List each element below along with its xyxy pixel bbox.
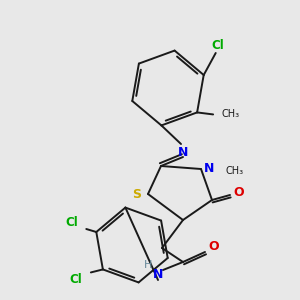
Text: N: N: [178, 146, 188, 158]
Text: O: O: [234, 187, 244, 200]
Text: N: N: [153, 268, 163, 281]
Text: S: S: [133, 188, 142, 200]
Text: H: H: [144, 260, 152, 270]
Text: Cl: Cl: [65, 215, 78, 229]
Text: CH₃: CH₃: [221, 110, 239, 119]
Text: N: N: [204, 163, 214, 176]
Text: O: O: [209, 239, 219, 253]
Text: Cl: Cl: [70, 273, 82, 286]
Text: CH₃: CH₃: [225, 166, 243, 176]
Text: Cl: Cl: [211, 38, 224, 52]
